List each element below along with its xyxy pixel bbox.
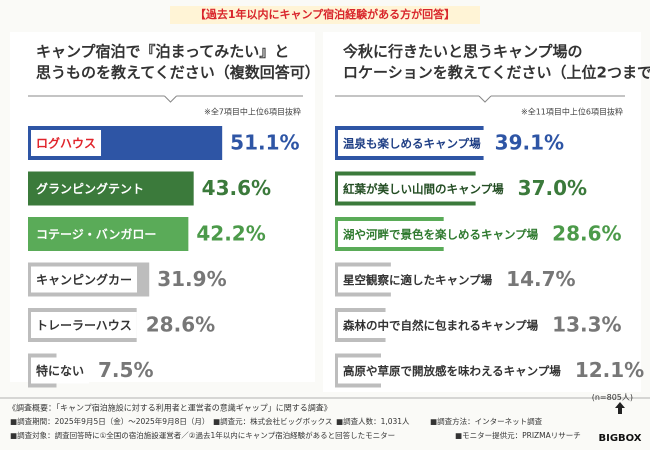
bar-label: 森林の中で自然に包まれるキャンプ場 xyxy=(343,319,539,333)
footer-item: ■調査元：株式会社ビッグボックス xyxy=(213,416,332,426)
value-label: 43.6% xyxy=(202,176,271,200)
divider-arrow xyxy=(478,95,492,103)
bar-label: 湖や河畔で景色を楽しめるキャンプ場 xyxy=(343,228,539,242)
bar-label: ログハウス xyxy=(36,136,96,151)
bar-label: 紅葉が美しい山間のキャンプ場 xyxy=(343,182,504,196)
label-box xyxy=(31,130,102,156)
banner-bg xyxy=(170,6,480,24)
value-label: 42.2% xyxy=(196,222,265,246)
footer-item: ■調査対象：調査回答時に①全国の宿泊施設運営者／②過去1年以内にキャンプ宿泊経験… xyxy=(10,430,395,440)
bar-label: コテージ・バンガロー xyxy=(36,227,156,242)
bar-label: 星空観察に適したキャンプ場 xyxy=(343,273,493,287)
bar-label: 特にない xyxy=(36,363,84,378)
footer-heading: 《調査概要：「キャンプ宿泊施設に対する利用者と運営者の意識ギャップ」に関する調査… xyxy=(8,403,332,413)
chart-title: 思うものを教えてください（複数回答可） xyxy=(36,64,320,82)
label-box xyxy=(31,312,137,338)
label-box xyxy=(338,130,486,156)
note: ※全11項目中上位6項目抜粋 xyxy=(521,107,623,117)
value-label: 14.7% xyxy=(506,267,575,291)
value-label: 31.9% xyxy=(157,267,226,291)
bar-label: 高原や草原で開放感を味わえるキャンプ場 xyxy=(343,364,561,378)
label-box xyxy=(338,357,566,384)
value-label: 28.6% xyxy=(146,313,215,337)
label-box xyxy=(31,357,90,384)
n-label: (n=805人) xyxy=(592,393,633,402)
bar-label: 温泉も楽しめるキャンプ場 xyxy=(343,137,481,151)
label-box xyxy=(338,312,544,338)
value-label: 7.5% xyxy=(98,358,153,382)
value-label: 37.0% xyxy=(518,176,587,200)
bar-label: キャンピングカー xyxy=(36,272,132,287)
footer-item: ■調査人数：1,031人 xyxy=(336,416,410,426)
footer-item: ■調査方法：インターネット調査 xyxy=(430,416,543,426)
label-box xyxy=(31,266,138,293)
label-box xyxy=(338,221,544,247)
note: ※全7項目中上位6項目抜粋 xyxy=(204,107,301,117)
label-box xyxy=(338,266,498,293)
divider-arrow xyxy=(164,95,177,103)
logo: BIGBOX xyxy=(598,433,641,444)
label-box xyxy=(338,175,509,202)
footer-item: ■調査期間：2025年9月5日（金）〜2025年9月8日（月） xyxy=(10,416,209,426)
footer-item: ■モニター提供元：PRIZMAリサーチ xyxy=(455,430,581,440)
value-label: 12.1% xyxy=(575,358,644,382)
chart-title: ロケーションを教えてください（上位2つまで選択） xyxy=(343,64,650,82)
value-label: 13.3% xyxy=(552,313,621,337)
bar xyxy=(28,217,189,251)
bar xyxy=(28,171,194,206)
value-label: 28.6% xyxy=(552,222,621,246)
chart-title: 今秋に行きたいと思うキャンプ場の xyxy=(342,43,583,61)
bar-label: グランピングテント xyxy=(36,181,144,196)
logo-icon xyxy=(615,402,625,414)
chart-title: キャンプ宿泊で『泊まってみたい』と xyxy=(36,43,289,61)
value-label: 39.1% xyxy=(495,131,564,155)
value-label: 51.1% xyxy=(230,131,299,155)
bar-label: トレーラーハウス xyxy=(36,319,132,333)
banner: 【過去1年以内にキャンプ宿泊経験がある方が回答】 xyxy=(195,7,455,21)
